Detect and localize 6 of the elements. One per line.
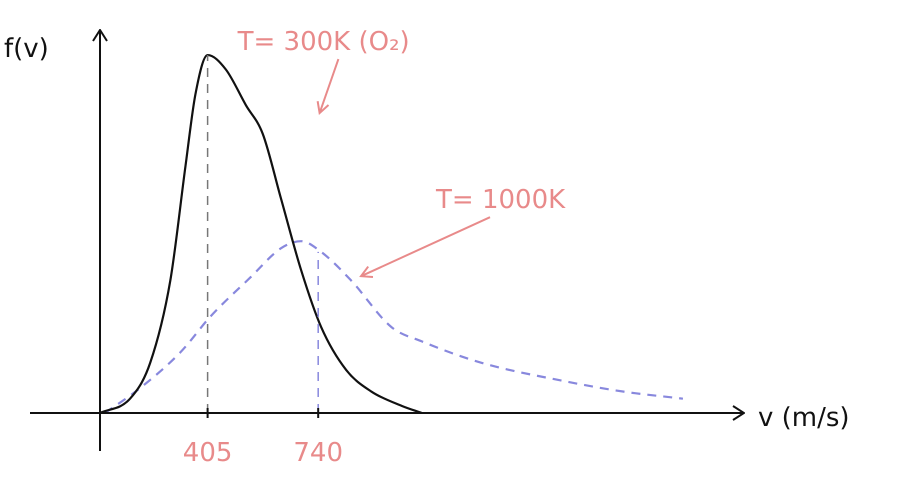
series-label: T= 300K (O₂): [236, 26, 410, 57]
x-tick-label: 405: [182, 438, 232, 468]
x-tick-label: 740: [293, 438, 344, 468]
y-axis-title: f(v): [4, 34, 49, 64]
text: T= 1000K: [435, 184, 566, 215]
x-axis-title: v (m/s): [758, 402, 850, 433]
